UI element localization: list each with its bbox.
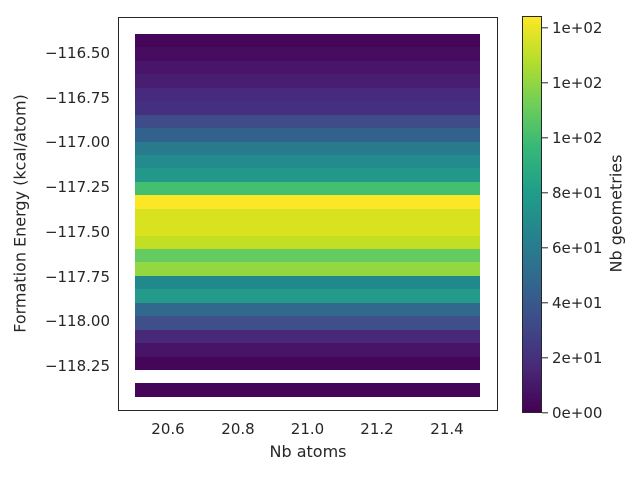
colorbar-label: Nb geometries [606,154,626,273]
x-axis-label: Nb atoms [269,442,347,461]
colorbar-tick-mark [542,412,548,414]
heatmap-band [135,181,480,196]
y-tick-label: −116.75 [44,88,110,107]
heatmap-band [135,302,480,317]
heatmap-band [135,101,480,116]
heatmap-band [135,316,480,331]
heatmap-band [135,168,480,183]
colorbar-tick-label: 6e+01 [552,239,603,257]
heatmap-band [135,383,480,398]
heatmap-band [135,289,480,304]
y-tick-label: −117.25 [44,178,110,197]
heatmap-band [135,235,480,250]
colorbar-tick-mark [542,192,548,194]
y-tick-label: −117.00 [44,133,110,152]
heatmap-band [135,34,480,48]
y-tick-label: −116.50 [44,44,110,62]
colorbar-tick-mark [542,82,548,84]
heatmap-band [135,128,480,142]
colorbar-tick-mark [542,247,548,249]
colorbar-tick-label: 4e+01 [552,294,603,312]
x-tick-label: 21.0 [290,420,325,438]
heatmap-band [135,74,480,89]
colorbar-tick-mark [542,357,548,359]
heatmap-band [135,141,480,156]
colorbar-tick-mark [542,27,548,29]
heatmap-band [135,114,480,129]
heatmap-band [135,343,480,357]
heatmap-band [135,222,480,236]
heatmap-band [135,60,480,75]
heatmap-band [135,249,480,263]
x-tick-label: 21.4 [430,420,464,438]
y-axis-label: Formation Energy (kcal/atom) [10,94,30,333]
y-tick-label: −118.00 [44,312,110,331]
heatmap-band [135,329,480,344]
y-tick-label: −117.50 [44,222,110,241]
heatmap-band [135,208,480,223]
heatmap-band [135,195,480,210]
x-tick-label: 20.6 [151,420,185,438]
colorbar-tick-mark [542,302,548,304]
heatmap-band [135,87,480,102]
y-tick-label: −118.25 [44,357,110,376]
colorbar-gradient [522,16,542,413]
colorbar-tick-label: 8e+01 [552,184,603,202]
colorbar-tick-label: 1e+02 [552,74,603,92]
heatmap-band [135,154,480,169]
heatmap-band [135,262,480,277]
x-tick-label: 21.2 [360,420,394,438]
heatmap-band [135,275,480,290]
colorbar-tick-mark [542,137,548,139]
colorbar-tick-label: 1e+02 [552,19,603,37]
x-tick-label: 20.8 [221,420,255,438]
colorbar-tick-label: 0e+00 [552,404,603,422]
y-tick-label: −117.75 [44,267,110,286]
colorbar-tick-label: 1e+02 [552,129,603,147]
heatmap-band [135,356,480,371]
heatmap-band [135,47,480,62]
colorbar-tick-label: 2e+01 [552,349,603,367]
